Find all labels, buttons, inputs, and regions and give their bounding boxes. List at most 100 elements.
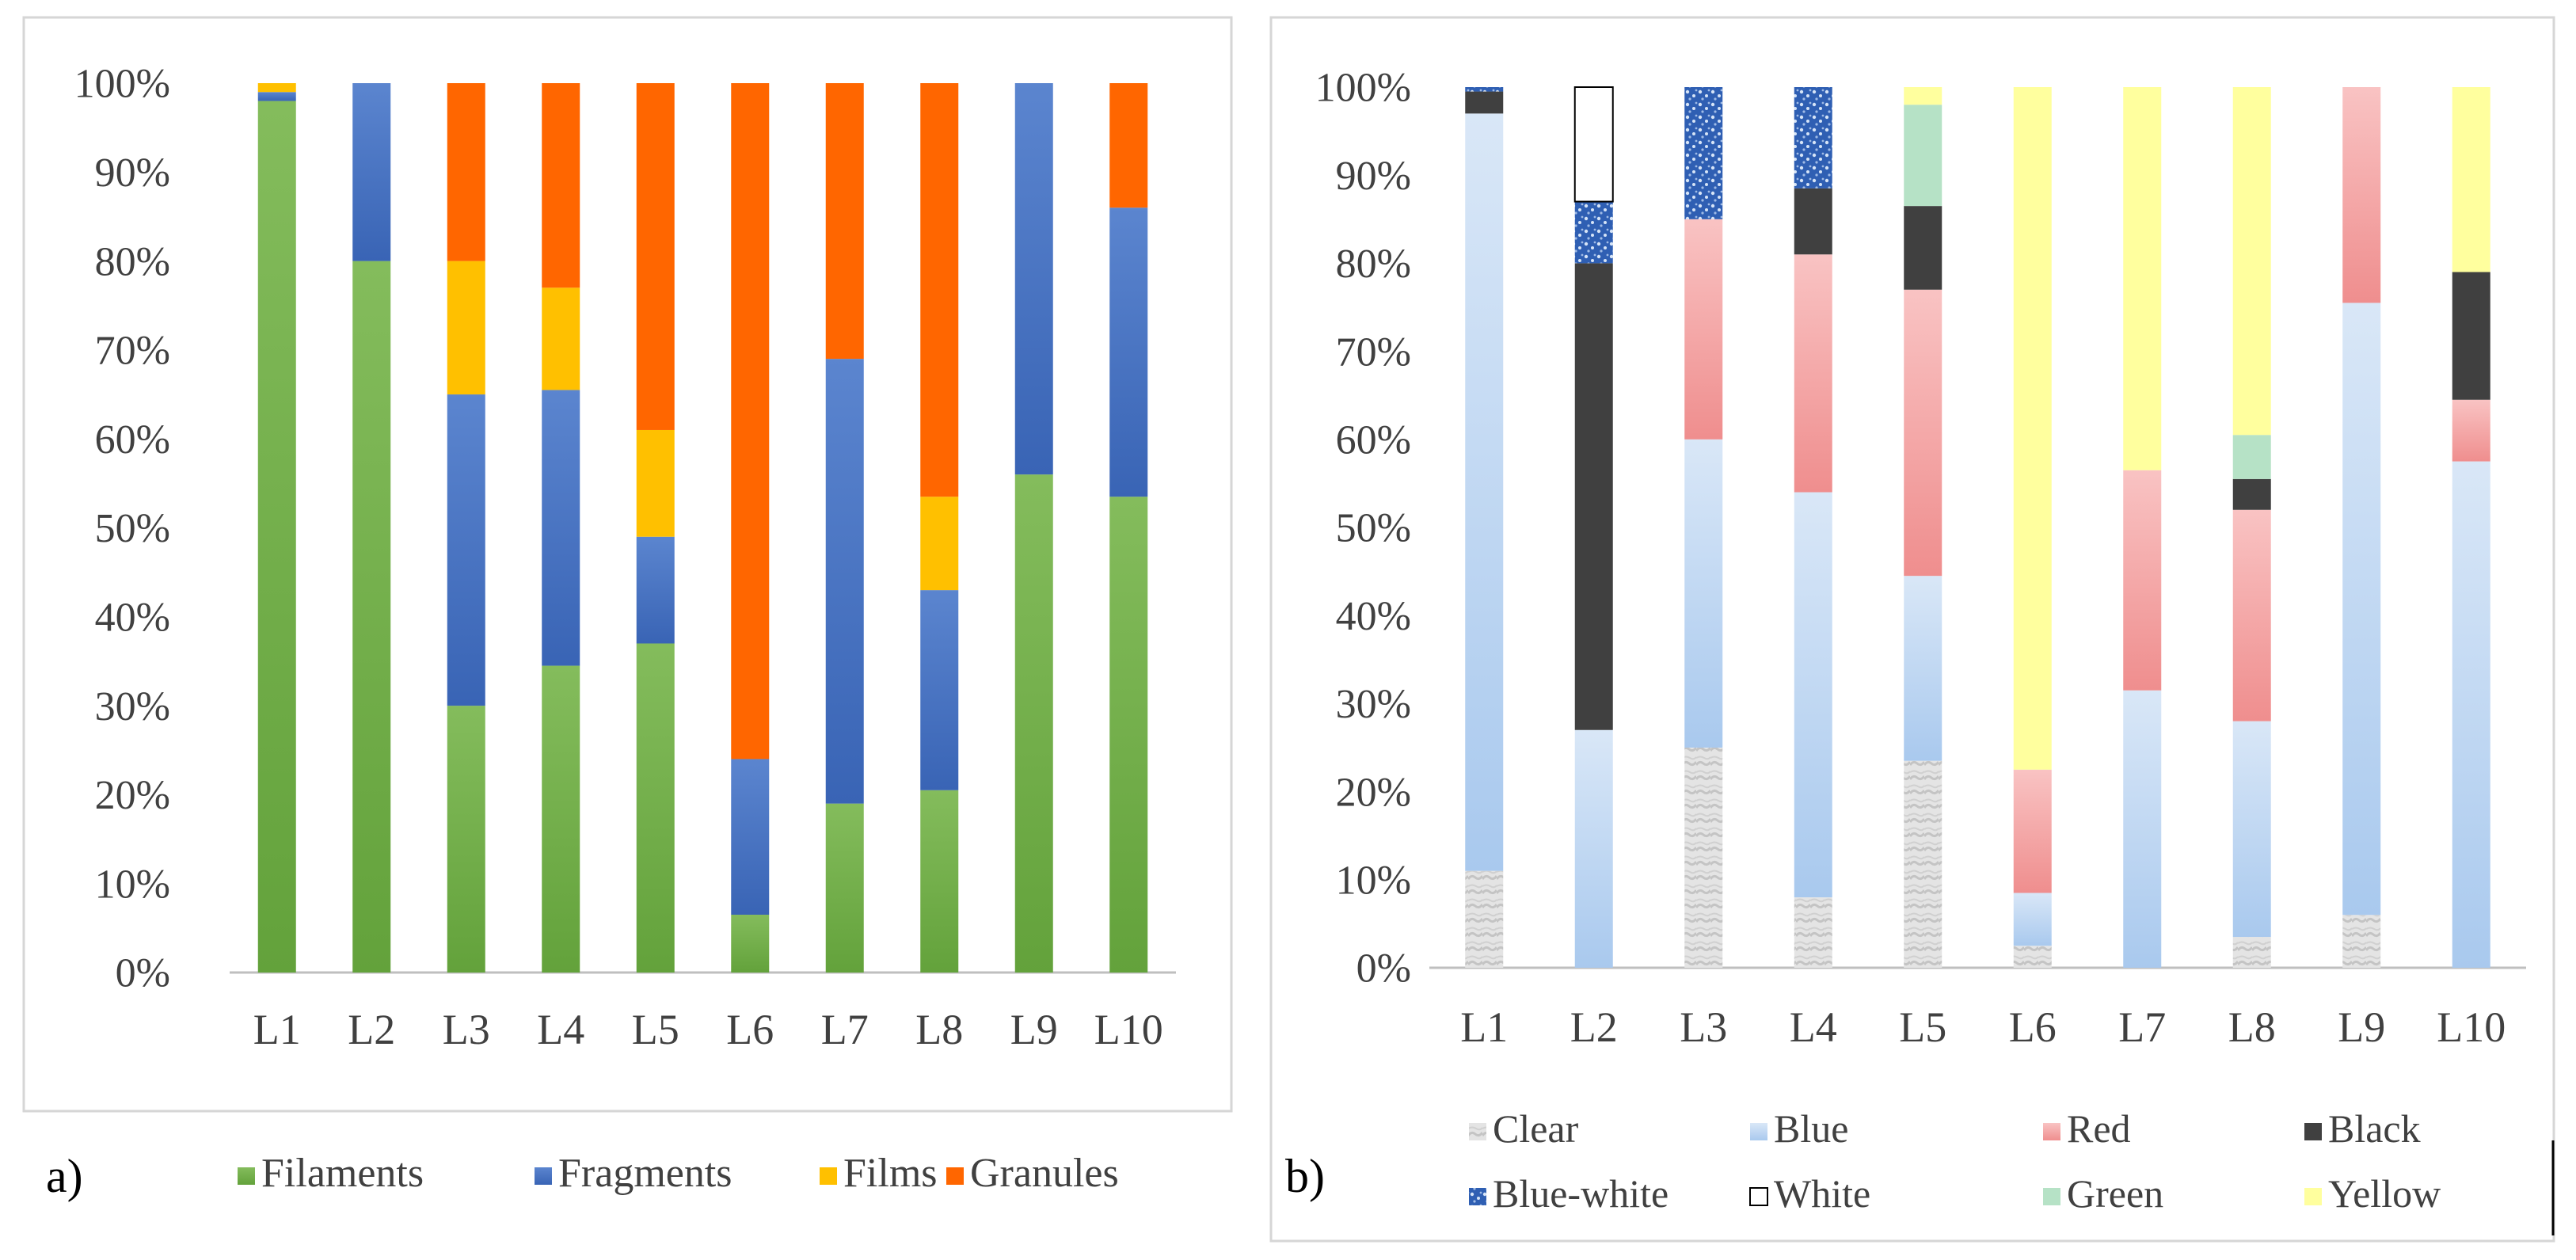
panel-b-legend-label-green: Green [2067, 1171, 2163, 1216]
panel-b-bars [1465, 86, 2490, 968]
panel-a-bar-l1-films [257, 83, 296, 93]
panel-b-bar-l8-green [2232, 435, 2271, 479]
panel-a-bar-l5-fragments [636, 536, 675, 644]
panel-a-bar-l3-filaments [447, 706, 485, 973]
panel-a-y-tick-label: 0% [116, 951, 170, 996]
panel-a-bar-l10-granules [1109, 83, 1148, 208]
panel-b-legend-swatch-yellow [2304, 1188, 2322, 1205]
panel-b-x-tick-label: L9 [2338, 1003, 2385, 1051]
panel-a-fragment-shapes: 0% 10% 20% 30% 40% 50% 60% 70% 80% 90% 100% L1 L2 L3… [22, 16, 1233, 1202]
panel-b-bar-l9-clear [2342, 915, 2381, 968]
panel-a-bar-l4-granules [542, 83, 580, 288]
panel-b-y-tick-label: 80% [1336, 242, 1411, 287]
panel-b-bar-l3-clear [1684, 748, 1723, 968]
panel-b-x-tick-label: L1 [1460, 1003, 1508, 1051]
panel-a-bar-l3-films [447, 261, 485, 395]
panel-b-x-tick-label: L3 [1680, 1003, 1727, 1051]
panel-a-bar-l7-fragments [825, 359, 864, 804]
panel-a-y-tick-label: 100% [74, 62, 170, 107]
panel-b-bar-l9-red [2342, 87, 2381, 303]
panel-b-bar-l10-yellow [2452, 87, 2490, 272]
panel-a-bar-l10-filaments [1109, 497, 1148, 973]
panel-b-legend-swatch-red [2043, 1123, 2060, 1140]
panel-a-bar-l5-granules [636, 83, 675, 430]
panel-b-x-tick-label: L8 [2228, 1003, 2276, 1051]
panel-b-legend-label-blue-white: Blue-white [1493, 1171, 1669, 1216]
panel-a-y-tick-label: 50% [95, 506, 170, 551]
panel-b-bar-l8-blue [2232, 721, 2271, 938]
panel-a-x-tick-label: L3 [443, 1006, 490, 1053]
panel-a-legend-swatch-filaments [238, 1167, 255, 1185]
panel-b-legend-swatch-black [2304, 1123, 2322, 1140]
panel-b-bar-l6-yellow [2013, 87, 2052, 770]
panel-b-legend-label-yellow: Yellow [2328, 1171, 2441, 1216]
panel-b-y-tick-label: 70% [1336, 329, 1411, 375]
panel-b-bar-l6-clear [2013, 946, 2052, 968]
panel-b-legend-label-blue: Blue [1774, 1106, 1848, 1151]
panel-b-x-tick-label: L7 [2118, 1003, 2166, 1051]
panel-a-x-tick-label: L5 [632, 1006, 679, 1053]
panel-a-bar-l6-filaments [731, 915, 770, 973]
panel-b-y-tick-label: 50% [1336, 506, 1411, 551]
panel-a-bar-l9-fragments [1014, 83, 1053, 475]
panel-b-bar-l2-blue-white [1574, 201, 1613, 264]
panel-b-bar-l5-clear [1904, 760, 1942, 968]
panel-b-bar-l5-yellow [1904, 87, 1942, 105]
panel-a-legend-label-granules: Granules [970, 1151, 1119, 1196]
panel-b-bar-l5-green [1904, 105, 1942, 207]
panel-b-legend-label-black: Black [2328, 1106, 2421, 1151]
panel-a-legend-label-films: Films [843, 1151, 938, 1196]
panel-b-bar-l3-blue-white [1684, 87, 1723, 219]
panel-b-bar-l8-clear [2232, 937, 2271, 968]
panel-b-x-tick-label: L4 [1790, 1003, 1837, 1051]
panel-b-bar-l8-red [2232, 509, 2271, 721]
panel-a-x-tick-label: L9 [1010, 1006, 1058, 1053]
panel-b-bar-l4-clear [1794, 897, 1832, 968]
panel-b-legend-swatch-white [1749, 1187, 1768, 1206]
panel-b-bar-l4-red [1794, 254, 1832, 493]
panel-b-legend-swatch-blue-white [1469, 1188, 1486, 1205]
panel-a-bar-l1-filaments [257, 101, 296, 973]
panel-a-x-tick-label: L1 [253, 1006, 301, 1053]
panel-a-y-tick-label: 40% [95, 595, 170, 640]
panel-b-x-tick-label: L5 [1899, 1003, 1946, 1051]
panel-b-y-tick-label: 10% [1336, 858, 1411, 903]
panel-b-bar-l7-yellow [2123, 87, 2162, 470]
panel-a-y-tick-label: 80% [95, 239, 170, 284]
panel-b-bar-l8-yellow [2232, 87, 2271, 436]
panel-a-bar-l8-fragments [920, 590, 959, 790]
panel-b-legend-swatch-clear [1469, 1123, 1486, 1140]
panel-b-bar-l3-red [1684, 219, 1723, 440]
panel-b-bar-l2-white [1573, 86, 1614, 203]
panel-b-bar-l2-black [1574, 263, 1613, 730]
panel-a-bar-l4-fragments [542, 390, 580, 666]
panel-a-x-tick-label: L8 [915, 1006, 963, 1053]
panel-a-y-tick-label: 60% [95, 417, 170, 463]
panel-b-bar-l1-black [1465, 91, 1504, 114]
panel-b-x-axis: L1 L2 L3 L4 L5 L6 L7 L8 L9 L10 [1460, 1003, 2506, 1051]
panel-b-bar-l7-blue [2123, 690, 2162, 968]
panel-a-legend: Filaments Fragments Films Granules [238, 1151, 1119, 1196]
panel-a-bar-l6-fragments [731, 759, 770, 915]
panel-a-bar-l8-films [920, 497, 959, 591]
panel-b-y-tick-label: 100% [1315, 66, 1411, 111]
panel-b-legend-swatch-blue [1750, 1123, 1767, 1140]
panel-b-bar-l1-clear [1465, 870, 1504, 968]
panel-a-y-axis: 0% 10% 20% 30% 40% 50% 60% 70% 80% 90% 100% [74, 62, 170, 996]
panel-b-legend: Clear Blue Red Black Blue-white White Green Yel… [1469, 1106, 2441, 1216]
panel-b-bar-l10-blue [2452, 461, 2490, 968]
panel-b-legend-label-clear: Clear [1493, 1106, 1579, 1151]
panel-b-colors: 0% 10% 20% 30% 40% 50% 60% 70% 80% 90% 100% L1 L2 L3… [1269, 16, 2555, 1243]
panel-a-bar-l7-granules [825, 83, 864, 360]
panel-a-x-tick-label: L2 [348, 1006, 395, 1053]
panel-a-bar-l3-granules [447, 83, 485, 261]
panel-b-y-axis: 0% 10% 20% 30% 40% 50% 60% 70% 80% 90% 100% [1315, 66, 1411, 992]
panel-b-x-tick-label: L6 [2009, 1003, 2057, 1051]
panel-b-y-tick-label: 60% [1336, 417, 1411, 463]
panel-a-bar-l6-granules [731, 83, 770, 759]
panel-a-bar-l2-filaments [352, 261, 391, 973]
panel-a-legend-label-fragments: Fragments [558, 1151, 732, 1196]
panel-a-bar-l4-films [542, 287, 580, 390]
panel-a-bar-l8-granules [920, 83, 959, 497]
panel-b-bar-l2-blue [1574, 729, 1613, 968]
